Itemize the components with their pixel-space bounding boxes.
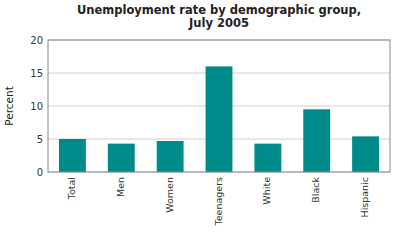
- y-axis-label: Percent: [3, 86, 15, 126]
- x-tick-label: Total: [66, 177, 77, 200]
- bar: [59, 139, 86, 172]
- bar: [108, 144, 135, 172]
- title: Unemployment rate by demographic group,J…: [77, 3, 361, 30]
- y-tick-label: 5: [37, 134, 43, 145]
- bars: [59, 66, 379, 172]
- x-tick-label: White: [261, 177, 272, 205]
- y-tick-label: 10: [30, 101, 43, 112]
- title-line: July 2005: [188, 16, 249, 30]
- title-line: Unemployment rate by demographic group,: [77, 3, 361, 17]
- y-tick-label: 20: [30, 35, 43, 46]
- x-tick-label: Women: [164, 177, 175, 213]
- x-tick-label: Hispanic: [359, 177, 370, 217]
- chart-svg: Unemployment rate by demographic group,J…: [0, 0, 401, 238]
- x-tick-label: Men: [115, 177, 126, 197]
- y-tick-label: 0: [37, 167, 43, 178]
- bar: [157, 141, 184, 172]
- x-tick-label: Teenagers: [213, 177, 224, 227]
- x-tick-label: Black: [310, 177, 321, 203]
- bar: [254, 144, 281, 172]
- plot-frame: [48, 40, 390, 172]
- bar: [352, 136, 379, 172]
- bar: [206, 66, 233, 172]
- chart-container: Unemployment rate by demographic group,J…: [0, 0, 401, 238]
- bar: [303, 109, 330, 172]
- y-tick-label: 15: [30, 68, 43, 79]
